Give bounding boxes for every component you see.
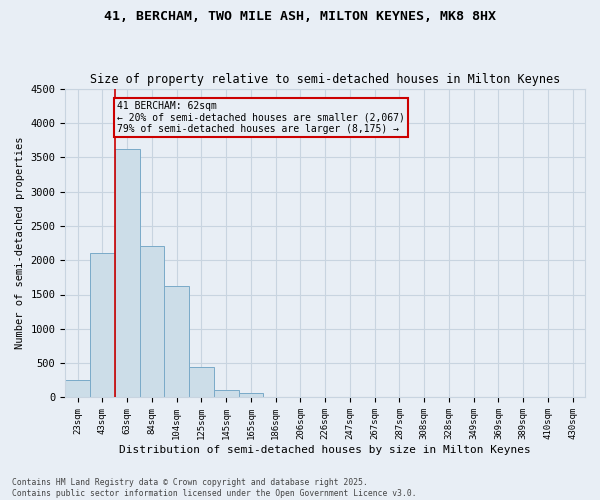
Y-axis label: Number of semi-detached properties: Number of semi-detached properties bbox=[15, 137, 25, 350]
Bar bbox=[65, 380, 90, 398]
Text: Contains HM Land Registry data © Crown copyright and database right 2025.
Contai: Contains HM Land Registry data © Crown c… bbox=[12, 478, 416, 498]
Bar bbox=[90, 254, 115, 398]
X-axis label: Distribution of semi-detached houses by size in Milton Keynes: Distribution of semi-detached houses by … bbox=[119, 445, 531, 455]
Bar bbox=[189, 366, 214, 398]
Bar bbox=[164, 286, 189, 398]
Text: 41 BERCHAM: 62sqm
← 20% of semi-detached houses are smaller (2,067)
79% of semi-: 41 BERCHAM: 62sqm ← 20% of semi-detached… bbox=[117, 101, 405, 134]
Bar bbox=[214, 390, 239, 398]
Text: 41, BERCHAM, TWO MILE ASH, MILTON KEYNES, MK8 8HX: 41, BERCHAM, TWO MILE ASH, MILTON KEYNES… bbox=[104, 10, 496, 23]
Title: Size of property relative to semi-detached houses in Milton Keynes: Size of property relative to semi-detach… bbox=[90, 73, 560, 86]
Bar bbox=[140, 246, 164, 398]
Bar bbox=[115, 149, 140, 398]
Bar bbox=[239, 393, 263, 398]
